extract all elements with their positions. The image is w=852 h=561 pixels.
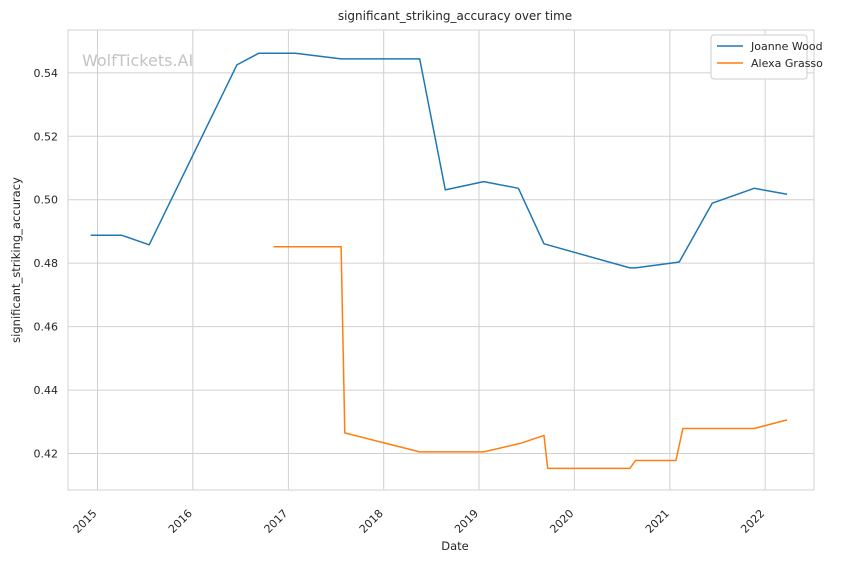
x-tick-label: 2021	[643, 507, 672, 536]
x-tick-label: 2018	[357, 507, 386, 536]
x-tick-label: 2020	[547, 507, 576, 536]
y-tick-label: 0.44	[34, 384, 59, 397]
y-tick-label: 0.46	[34, 321, 59, 334]
y-tick-label: 0.54	[34, 67, 59, 80]
x-tick-label: 2017	[262, 507, 291, 536]
x-tick-label: 2015	[71, 507, 100, 536]
series-line-0	[90, 52, 788, 269]
legend: Joanne Wood Alexa Grasso	[710, 34, 823, 80]
y-tick-label: 0.42	[34, 448, 59, 461]
chart-title: significant_striking_accuracy over time	[338, 9, 572, 23]
legend-label-0: Joanne Wood	[750, 40, 823, 53]
watermark: WolfTickets.AI	[82, 51, 193, 70]
y-tick-label: 0.52	[34, 130, 59, 143]
grid	[68, 30, 814, 490]
legend-label-1: Alexa Grasso	[751, 57, 823, 70]
series-lines	[90, 52, 788, 470]
series-line-1	[273, 245, 788, 470]
x-tick-label: 2016	[166, 507, 195, 536]
y-axis-label: significant_striking_accuracy	[9, 177, 23, 343]
y-tick-label: 0.50	[34, 194, 59, 207]
plot-frame	[67, 29, 815, 491]
x-tick-label: 2019	[452, 507, 481, 536]
x-tick-labels: 2015 2016 2017 2018 2019 2020 2021 2022	[71, 507, 768, 536]
y-tick-labels: 0.42 0.44 0.46 0.48 0.50 0.52 0.54	[34, 67, 59, 461]
x-tick-label: 2022	[738, 507, 767, 536]
x-axis-label: Date	[441, 539, 469, 553]
y-tick-label: 0.48	[34, 257, 59, 270]
